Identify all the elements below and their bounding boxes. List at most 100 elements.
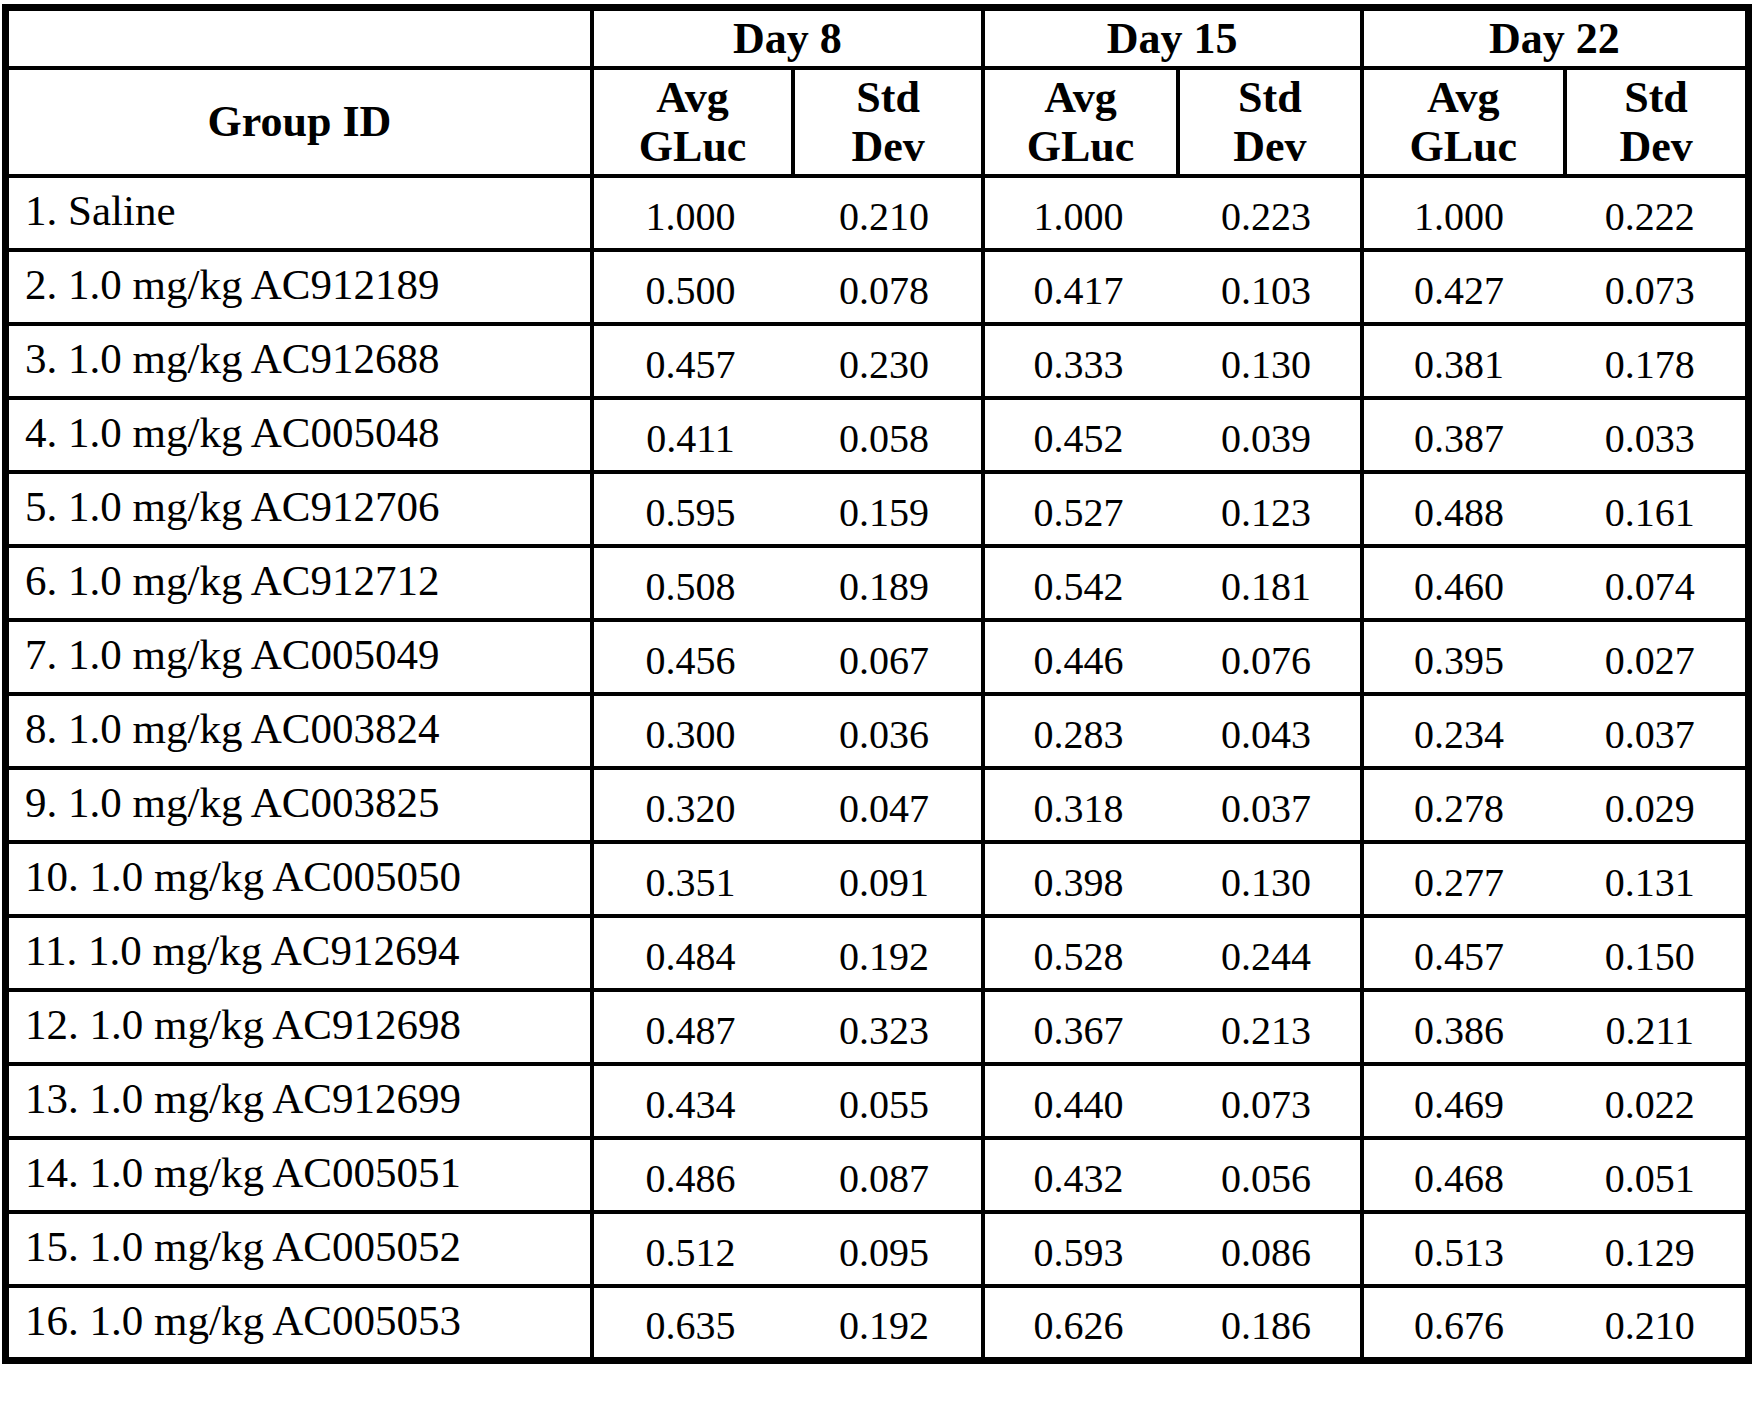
- std-dev-value: 0.244: [1172, 933, 1359, 980]
- std-dev-value: 0.129: [1554, 1229, 1745, 1276]
- std-dev-value: 0.103: [1172, 267, 1359, 314]
- day-values-cell: 0.5080.189: [592, 546, 983, 620]
- avg-gluc-value: 0.456: [594, 637, 787, 684]
- header-avg-gluc-day15: Avg GLuc: [983, 68, 1178, 176]
- avg-gluc-value: 0.386: [1364, 1007, 1555, 1054]
- group-id-cell: 12. 1.0 mg/kg AC912698: [6, 990, 592, 1064]
- avg-gluc-value: 0.484: [594, 933, 787, 980]
- day-values-cell: 1.0000.223: [983, 176, 1362, 250]
- day-values-cell: 0.4520.039: [983, 398, 1362, 472]
- header-avg-gluc-day22: Avg GLuc: [1362, 68, 1566, 176]
- group-id-cell: 9. 1.0 mg/kg AC003825: [6, 768, 592, 842]
- table-row: 11. 1.0 mg/kg AC9126940.4840.1920.5280.2…: [6, 916, 1749, 990]
- day-values-cell: 0.4560.067: [592, 620, 983, 694]
- day-values-cell: 0.5950.159: [592, 472, 983, 546]
- std-dev-value: 0.091: [787, 859, 980, 906]
- std-dev-value: 0.039: [1172, 415, 1359, 462]
- std-dev-value: 0.150: [1554, 933, 1745, 980]
- std-dev-value: 0.074: [1554, 563, 1745, 610]
- std-dev-value: 0.037: [1172, 785, 1359, 832]
- day-values-cell: 0.5000.078: [592, 250, 983, 324]
- day-values-cell: 0.4600.074: [1362, 546, 1749, 620]
- day-values-cell: 0.3860.211: [1362, 990, 1749, 1064]
- day-values-cell: 0.4170.103: [983, 250, 1362, 324]
- std-dev-value: 0.087: [787, 1155, 980, 1202]
- table-row: 15. 1.0 mg/kg AC0050520.5120.0950.5930.0…: [6, 1212, 1749, 1286]
- table-row: 3. 1.0 mg/kg AC9126880.4570.2300.3330.13…: [6, 324, 1749, 398]
- std-dev-value: 0.036: [787, 711, 980, 758]
- day-values-cell: 0.5280.244: [983, 916, 1362, 990]
- avg-gluc-value: 0.487: [594, 1007, 787, 1054]
- avg-gluc-value: 0.234: [1364, 711, 1555, 758]
- day-values-cell: 0.3000.036: [592, 694, 983, 768]
- avg-gluc-value: 0.676: [1364, 1302, 1555, 1349]
- std-dev-value: 0.213: [1172, 1007, 1359, 1054]
- day-values-cell: 0.5930.086: [983, 1212, 1362, 1286]
- group-id-cell: 10. 1.0 mg/kg AC005050: [6, 842, 592, 916]
- table-row: 6. 1.0 mg/kg AC9127120.5080.1890.5420.18…: [6, 546, 1749, 620]
- day-values-cell: 0.5420.181: [983, 546, 1362, 620]
- avg-gluc-value: 0.513: [1364, 1229, 1555, 1276]
- std-dev-value: 0.223: [1172, 193, 1359, 240]
- std-dev-value: 0.131: [1554, 859, 1745, 906]
- header-day-22: Day 22: [1362, 8, 1749, 69]
- group-id-cell: 6. 1.0 mg/kg AC912712: [6, 546, 592, 620]
- day-values-cell: 0.3330.130: [983, 324, 1362, 398]
- day-values-cell: 0.5120.095: [592, 1212, 983, 1286]
- std-dev-value: 0.323: [787, 1007, 980, 1054]
- avg-gluc-value: 0.440: [985, 1081, 1172, 1128]
- std-dev-value: 0.181: [1172, 563, 1359, 610]
- std-dev-value: 0.051: [1554, 1155, 1745, 1202]
- day-values-cell: 0.4340.055: [592, 1064, 983, 1138]
- header-std-dev-day15: Std Dev: [1178, 68, 1361, 176]
- avg-gluc-value: 0.595: [594, 489, 787, 536]
- std-dev-value: 0.078: [787, 267, 980, 314]
- table-row: 4. 1.0 mg/kg AC0050480.4110.0580.4520.03…: [6, 398, 1749, 472]
- avg-gluc-value: 0.635: [594, 1302, 787, 1349]
- day-values-cell: 0.3200.047: [592, 768, 983, 842]
- sub-header-row: Group ID Avg GLuc Std Dev Avg GLuc Std D…: [6, 68, 1749, 176]
- avg-gluc-value: 0.387: [1364, 415, 1555, 462]
- avg-gluc-value: 1.000: [1364, 193, 1555, 240]
- std-dev-value: 0.029: [1554, 785, 1745, 832]
- group-id-cell: 3. 1.0 mg/kg AC912688: [6, 324, 592, 398]
- day-values-cell: 0.3870.033: [1362, 398, 1749, 472]
- std-dev-value: 0.058: [787, 415, 980, 462]
- std-dev-value: 0.086: [1172, 1229, 1359, 1276]
- avg-gluc-value: 0.417: [985, 267, 1172, 314]
- avg-gluc-value: 0.427: [1364, 267, 1555, 314]
- avg-gluc-value: 0.528: [985, 933, 1172, 980]
- avg-gluc-value: 0.500: [594, 267, 787, 314]
- std-dev-value: 0.161: [1554, 489, 1745, 536]
- std-dev-value: 0.192: [787, 933, 980, 980]
- std-dev-value: 0.192: [787, 1302, 980, 1349]
- day-values-cell: 0.4680.051: [1362, 1138, 1749, 1212]
- day-values-cell: 0.4400.073: [983, 1064, 1362, 1138]
- std-dev-value: 0.047: [787, 785, 980, 832]
- header-group-id: Group ID: [6, 68, 592, 176]
- avg-gluc-value: 0.318: [985, 785, 1172, 832]
- header-day-15: Day 15: [983, 8, 1362, 69]
- std-dev-value: 0.222: [1554, 193, 1745, 240]
- avg-gluc-value: 0.434: [594, 1081, 787, 1128]
- day-values-cell: 0.4570.150: [1362, 916, 1749, 990]
- avg-gluc-value: 0.542: [985, 563, 1172, 610]
- avg-gluc-value: 0.398: [985, 859, 1172, 906]
- group-id-cell: 1. Saline: [6, 176, 592, 250]
- avg-gluc-value: 0.508: [594, 563, 787, 610]
- std-dev-value: 0.055: [787, 1081, 980, 1128]
- day-values-cell: 0.2770.131: [1362, 842, 1749, 916]
- std-dev-value: 0.210: [787, 193, 980, 240]
- day-values-cell: 0.4880.161: [1362, 472, 1749, 546]
- gluc-results-table: Day 8 Day 15 Day 22 Group ID Avg GLuc St…: [2, 4, 1752, 1364]
- day-values-cell: 0.3950.027: [1362, 620, 1749, 694]
- header-day-8: Day 8: [592, 8, 983, 69]
- std-dev-value: 0.211: [1554, 1007, 1745, 1054]
- std-dev-value: 0.178: [1554, 341, 1745, 388]
- day-values-cell: 0.4870.323: [592, 990, 983, 1064]
- std-dev-value: 0.073: [1554, 267, 1745, 314]
- avg-gluc-value: 0.460: [1364, 563, 1555, 610]
- table-row: 1. Saline1.0000.2101.0000.2231.0000.222: [6, 176, 1749, 250]
- avg-gluc-value: 0.351: [594, 859, 787, 906]
- avg-gluc-value: 0.432: [985, 1155, 1172, 1202]
